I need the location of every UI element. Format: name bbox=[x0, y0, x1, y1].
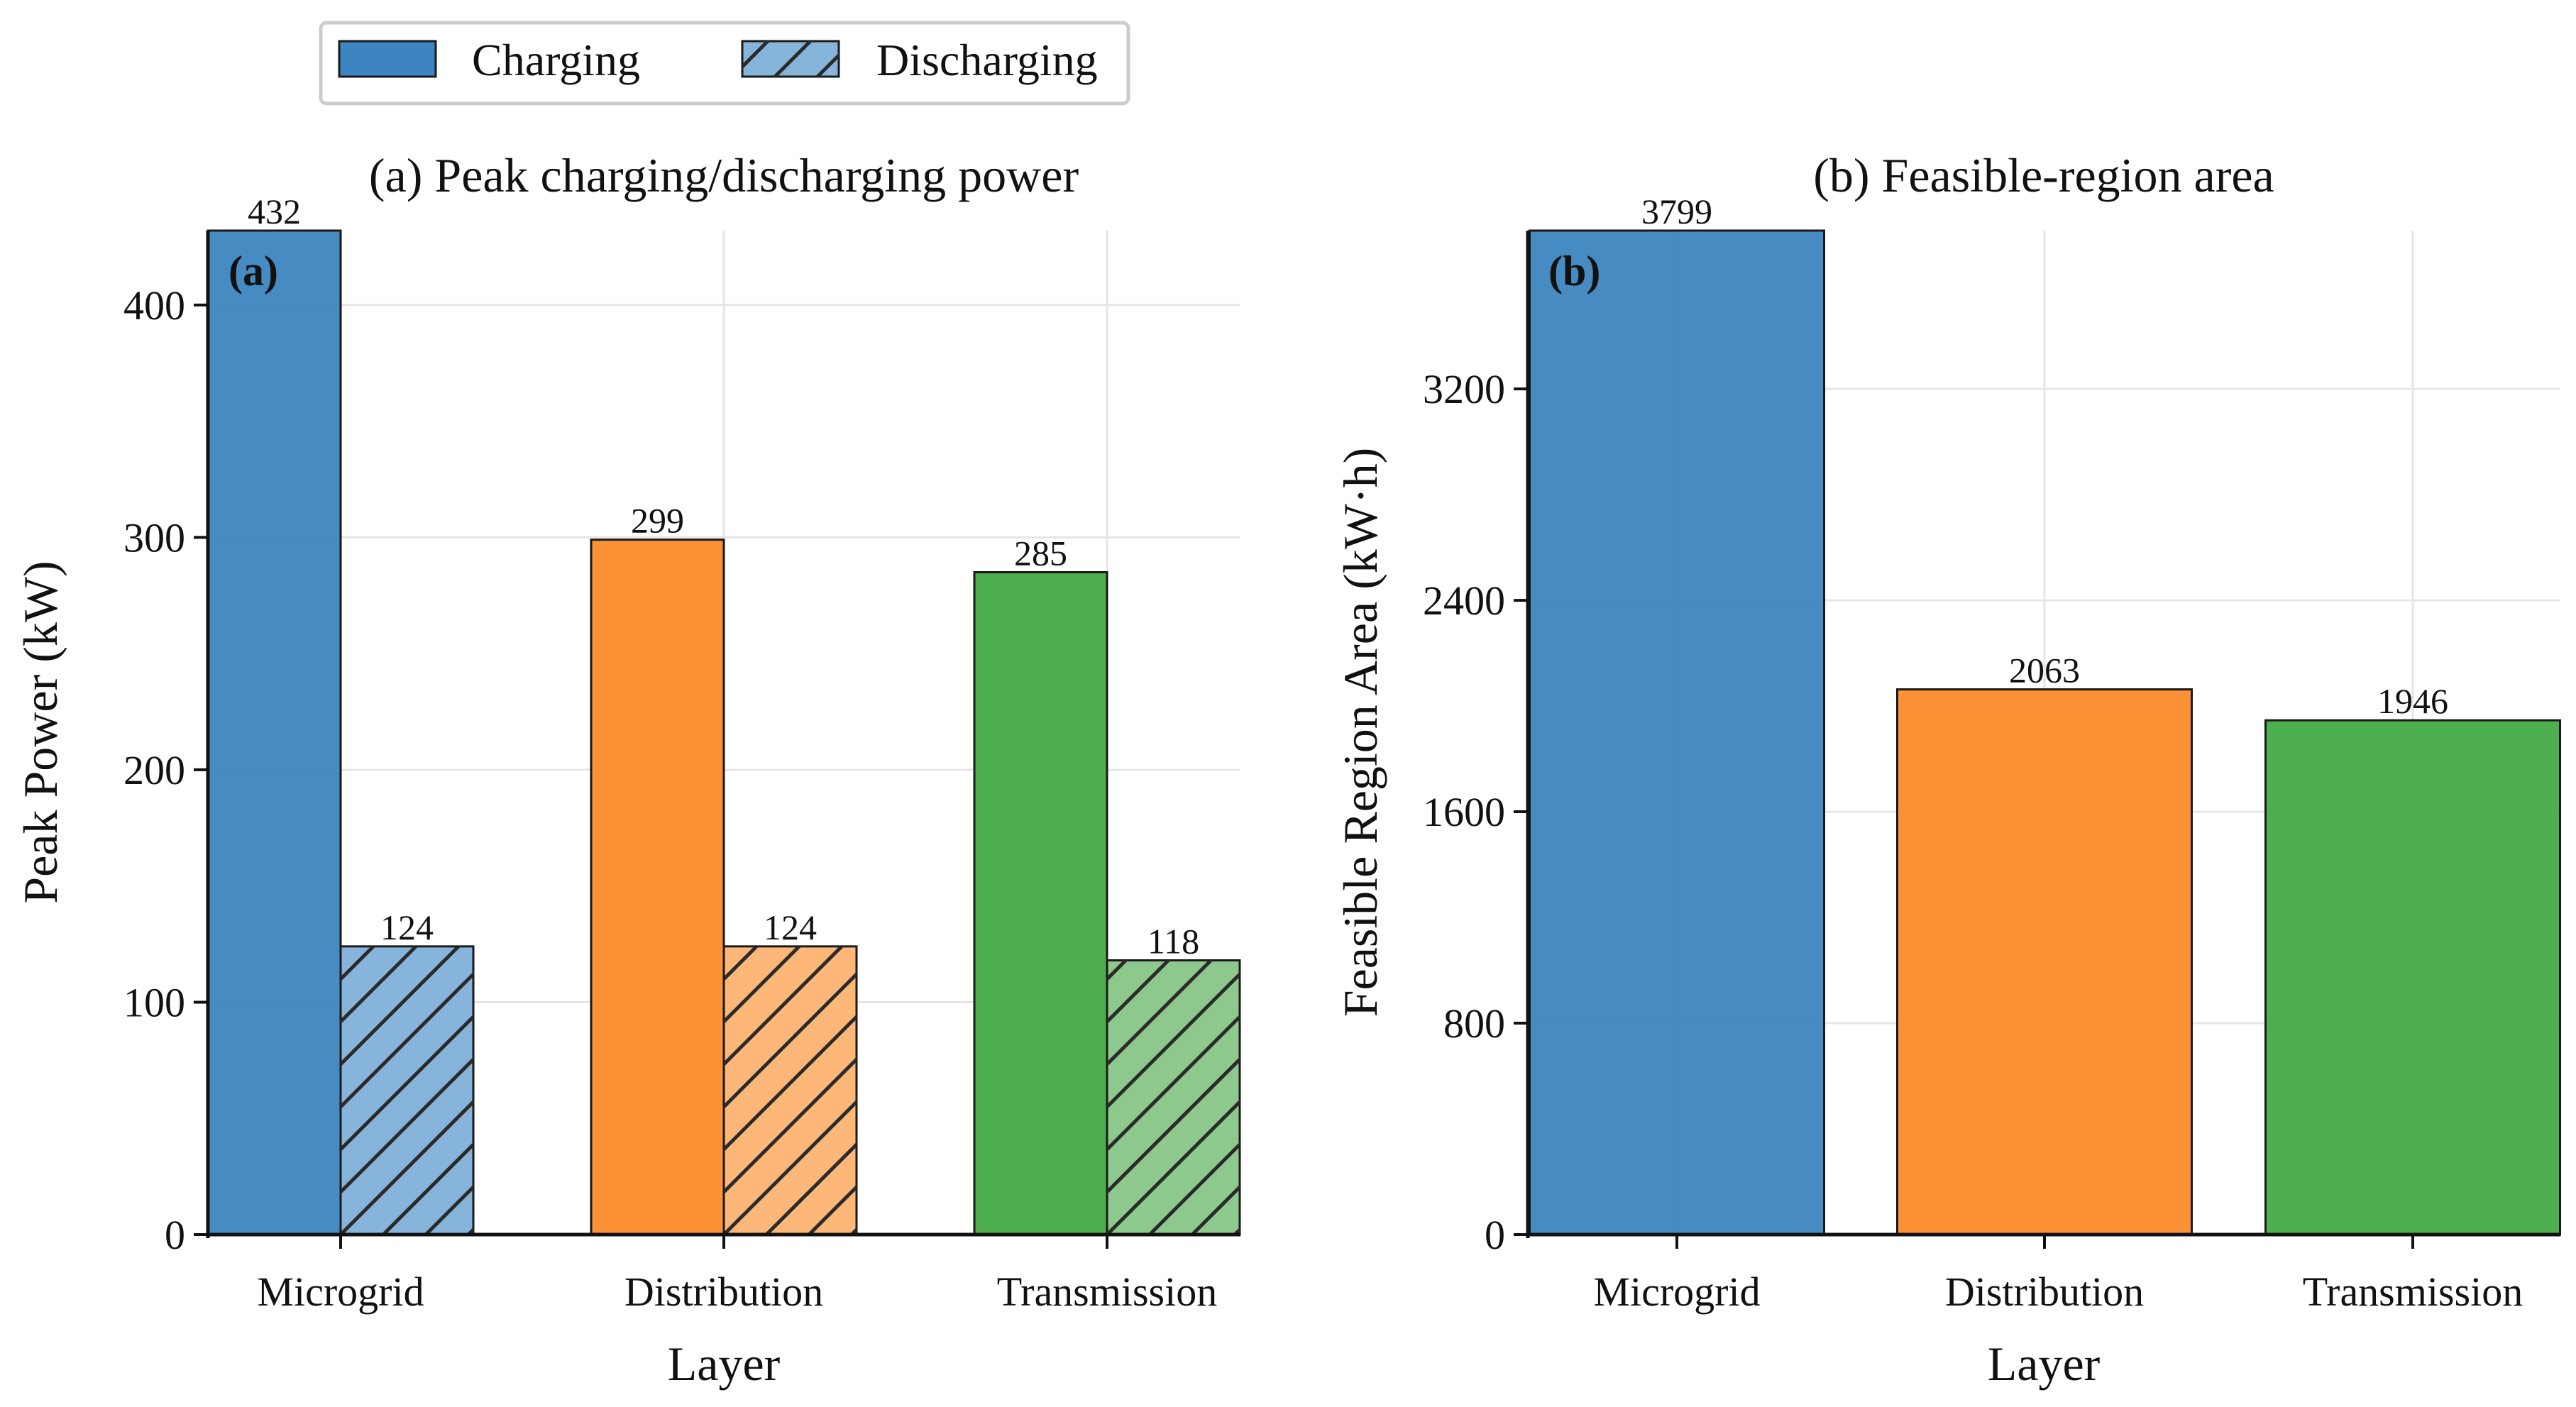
legend-swatch-discharging-hatch bbox=[742, 41, 839, 77]
panel-b-value-label-value-microgrid: 3799 bbox=[1641, 192, 1712, 231]
panel-a-bar-charging-transmission bbox=[973, 570, 1108, 1236]
panel-b-y-tick-label: 0 bbox=[1485, 1212, 1505, 1258]
panel-b-title: (b) Feasible-region area bbox=[1813, 148, 2274, 202]
panel-b-x-axis-title: Layer bbox=[1988, 1337, 2101, 1391]
panel-a-bar-hatch-discharging-transmission bbox=[1107, 960, 1240, 1235]
panel-a-tag: (a) bbox=[229, 248, 278, 294]
panel-a-value-labels: 432 299 285 124 124 118 bbox=[248, 192, 1199, 961]
panel-b-y-tick-label: 1600 bbox=[1423, 789, 1505, 835]
legend: Charging Discharging bbox=[319, 21, 1130, 106]
panel-a-value-label-charging-transmission: 285 bbox=[1014, 533, 1067, 573]
panel-a-x-tick-label: Distribution bbox=[624, 1269, 823, 1315]
panel-b-y-tick-label: 2400 bbox=[1423, 578, 1505, 624]
panel-a-x-ticks: Microgrid Distribution Transmission bbox=[257, 1235, 1217, 1315]
panel-a-value-label-discharging-transmission: 118 bbox=[1147, 921, 1199, 961]
panel-a-value-label-discharging-microgrid: 124 bbox=[380, 907, 434, 947]
legend-label-charging: Charging bbox=[472, 35, 640, 85]
panel-a-y-tick-label: 0 bbox=[165, 1212, 185, 1258]
panel-a-x-axis-title: Layer bbox=[668, 1337, 781, 1391]
panel-b-y-tick-label: 800 bbox=[1443, 1000, 1505, 1047]
panel-b-x-tick-label: Microgrid bbox=[1593, 1269, 1760, 1315]
panel-b-value-labels: 3799 2063 1946 bbox=[1641, 192, 2448, 721]
panel-b-y-tick-label: 3200 bbox=[1423, 366, 1505, 412]
panel-a-y-tick-label: 300 bbox=[123, 514, 185, 561]
legend-frame bbox=[319, 21, 1130, 106]
panel-a-y-axis-title: Peak Power (kW) bbox=[13, 561, 67, 903]
panel-a-y-tick-label: 400 bbox=[123, 282, 185, 329]
panel-a-value-label-discharging-distribution: 124 bbox=[764, 907, 817, 947]
panel-b: (b) Feasible-region area 3799 2063 1946 0 8… bbox=[1333, 148, 2561, 1391]
panel-a-bar-charging-microgrid bbox=[207, 229, 342, 1236]
panel-a-y-tick-label: 100 bbox=[123, 979, 185, 1025]
panel-a-value-label-charging-microgrid: 432 bbox=[248, 192, 301, 231]
panel-a-bar-hatch-discharging-distribution bbox=[724, 946, 857, 1235]
panel-a-y-tick-label: 200 bbox=[123, 747, 185, 793]
panel-b-bar-value-distribution bbox=[1896, 688, 2193, 1236]
panel-b-value-label-value-distribution: 2063 bbox=[2009, 651, 2080, 690]
panel-a: (a) Peak charging/discharging power 432 2… bbox=[13, 148, 1241, 1391]
panel-b-x-tick-label: Transmission bbox=[2303, 1269, 2523, 1315]
panel-a-value-label-charging-distribution: 299 bbox=[631, 501, 684, 541]
panel-b-y-ticks: 0 800 1600 2400 3200 bbox=[1423, 366, 1528, 1258]
legend-swatch-charging bbox=[338, 40, 437, 78]
panel-b-x-tick-label: Distribution bbox=[1945, 1269, 2144, 1315]
panel-a-bar-hatch-discharging-microgrid bbox=[341, 946, 473, 1235]
panel-a-title: (a) Peak charging/discharging power bbox=[369, 148, 1079, 202]
panel-b-x-ticks: Microgrid Distribution Transmission bbox=[1593, 1235, 2523, 1315]
legend-label-discharging: Discharging bbox=[876, 35, 1098, 85]
panel-b-value-label-value-transmission: 1946 bbox=[2377, 681, 2448, 721]
panel-a-x-tick-label: Microgrid bbox=[257, 1269, 424, 1315]
panel-b-tag: (b) bbox=[1548, 248, 1600, 294]
panel-a-x-tick-label: Transmission bbox=[997, 1269, 1218, 1315]
panel-b-y-axis-title: Feasible Region Area (kW·h) bbox=[1333, 448, 1387, 1017]
panel-b-bar-value-transmission bbox=[2264, 719, 2561, 1236]
panel-a-bar-charging-distribution bbox=[590, 539, 725, 1236]
panel-b-bars bbox=[1529, 229, 2561, 1236]
panel-a-y-ticks: 0 100 200 300 400 bbox=[123, 282, 208, 1258]
panel-b-bar-value-microgrid bbox=[1529, 229, 1825, 1236]
